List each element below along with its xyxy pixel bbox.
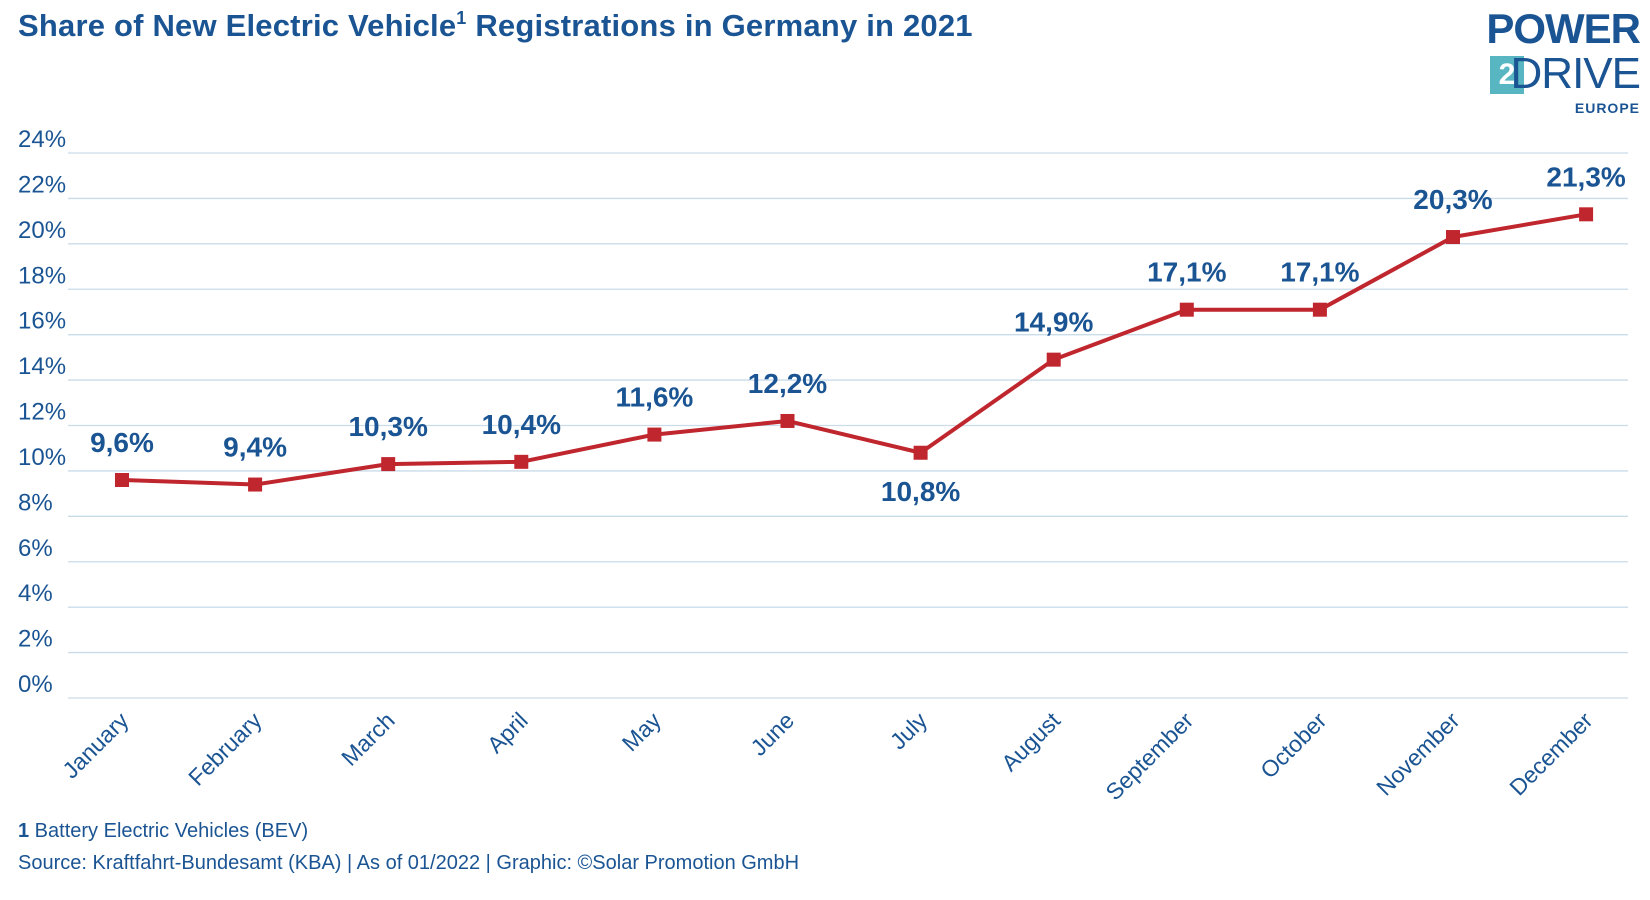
data-point-marker bbox=[1579, 207, 1594, 222]
x-tick-label: May bbox=[617, 707, 666, 756]
y-tick-label: 4% bbox=[18, 580, 53, 607]
y-tick-label: 20% bbox=[18, 217, 66, 244]
x-tick-label: April bbox=[482, 707, 533, 758]
x-tick-label: October bbox=[1255, 707, 1331, 783]
x-tick-label: June bbox=[745, 707, 799, 761]
footnote: 1 Battery Electric Vehicles (BEV) bbox=[18, 820, 309, 842]
data-label: 9,4% bbox=[223, 432, 287, 463]
data-label: 11,6% bbox=[615, 382, 693, 413]
x-tick-label: February bbox=[183, 707, 267, 791]
logo-power-text: POWER bbox=[1486, 5, 1641, 52]
data-label: 20,3% bbox=[1413, 184, 1492, 215]
y-tick-label: 12% bbox=[18, 399, 66, 426]
x-tick-label: September bbox=[1100, 707, 1198, 805]
data-point-marker bbox=[115, 473, 129, 487]
data-point-marker bbox=[1312, 302, 1327, 317]
x-tick-label: July bbox=[885, 707, 933, 755]
data-label: 10,3% bbox=[348, 411, 427, 442]
y-tick-label: 10% bbox=[18, 444, 66, 471]
data-label: 9,6% bbox=[90, 427, 154, 458]
data-label: 17,1% bbox=[1280, 257, 1359, 288]
data-point-marker bbox=[1446, 230, 1460, 245]
chart-title: Share of New Electric Vehicle1 Registrat… bbox=[18, 8, 973, 43]
y-tick-label: 2% bbox=[18, 626, 53, 653]
data-point-marker bbox=[1179, 302, 1194, 317]
data-label: 21,3% bbox=[1546, 161, 1625, 192]
data-point-marker bbox=[1046, 352, 1061, 367]
y-tick-label: 24% bbox=[18, 126, 66, 153]
y-tick-label: 6% bbox=[18, 535, 53, 562]
x-tick-label: December bbox=[1504, 707, 1598, 801]
x-tick-label: November bbox=[1371, 707, 1465, 801]
x-tick-label: March bbox=[336, 707, 400, 771]
y-tick-label: 18% bbox=[18, 262, 66, 289]
data-point-marker bbox=[913, 445, 928, 460]
data-label: 10,4% bbox=[482, 409, 561, 440]
y-tick-label: 0% bbox=[18, 671, 53, 698]
logo-drive-text: DRIVE bbox=[1510, 49, 1641, 98]
data-point-marker bbox=[647, 427, 662, 442]
data-label: 10,8% bbox=[881, 476, 960, 507]
data-label: 12,2% bbox=[748, 368, 827, 399]
y-tick-label: 16% bbox=[18, 308, 66, 335]
power2drive-logo: POWER 2 DRIVE EUROPE bbox=[1450, 5, 1641, 118]
y-tick-label: 8% bbox=[18, 489, 53, 516]
y-tick-label: 22% bbox=[18, 171, 66, 198]
logo-europe-text: EUROPE bbox=[1574, 100, 1640, 116]
series-line bbox=[121, 212, 1587, 487]
logo-two-badge: 2 bbox=[1490, 56, 1524, 94]
data-label: 17,1% bbox=[1147, 257, 1226, 288]
data-point-marker bbox=[780, 413, 795, 428]
x-tick-label: January bbox=[57, 707, 134, 784]
source-credit: Source: Kraftfahrt-Bundesamt (KBA) | As … bbox=[18, 852, 800, 874]
data-point-marker bbox=[514, 454, 529, 469]
data-point-marker bbox=[248, 477, 263, 492]
x-tick-label: August bbox=[996, 707, 1065, 776]
data-label: 14,9% bbox=[1014, 307, 1093, 338]
y-tick-label: 14% bbox=[18, 353, 66, 380]
data-point-marker bbox=[381, 457, 396, 472]
